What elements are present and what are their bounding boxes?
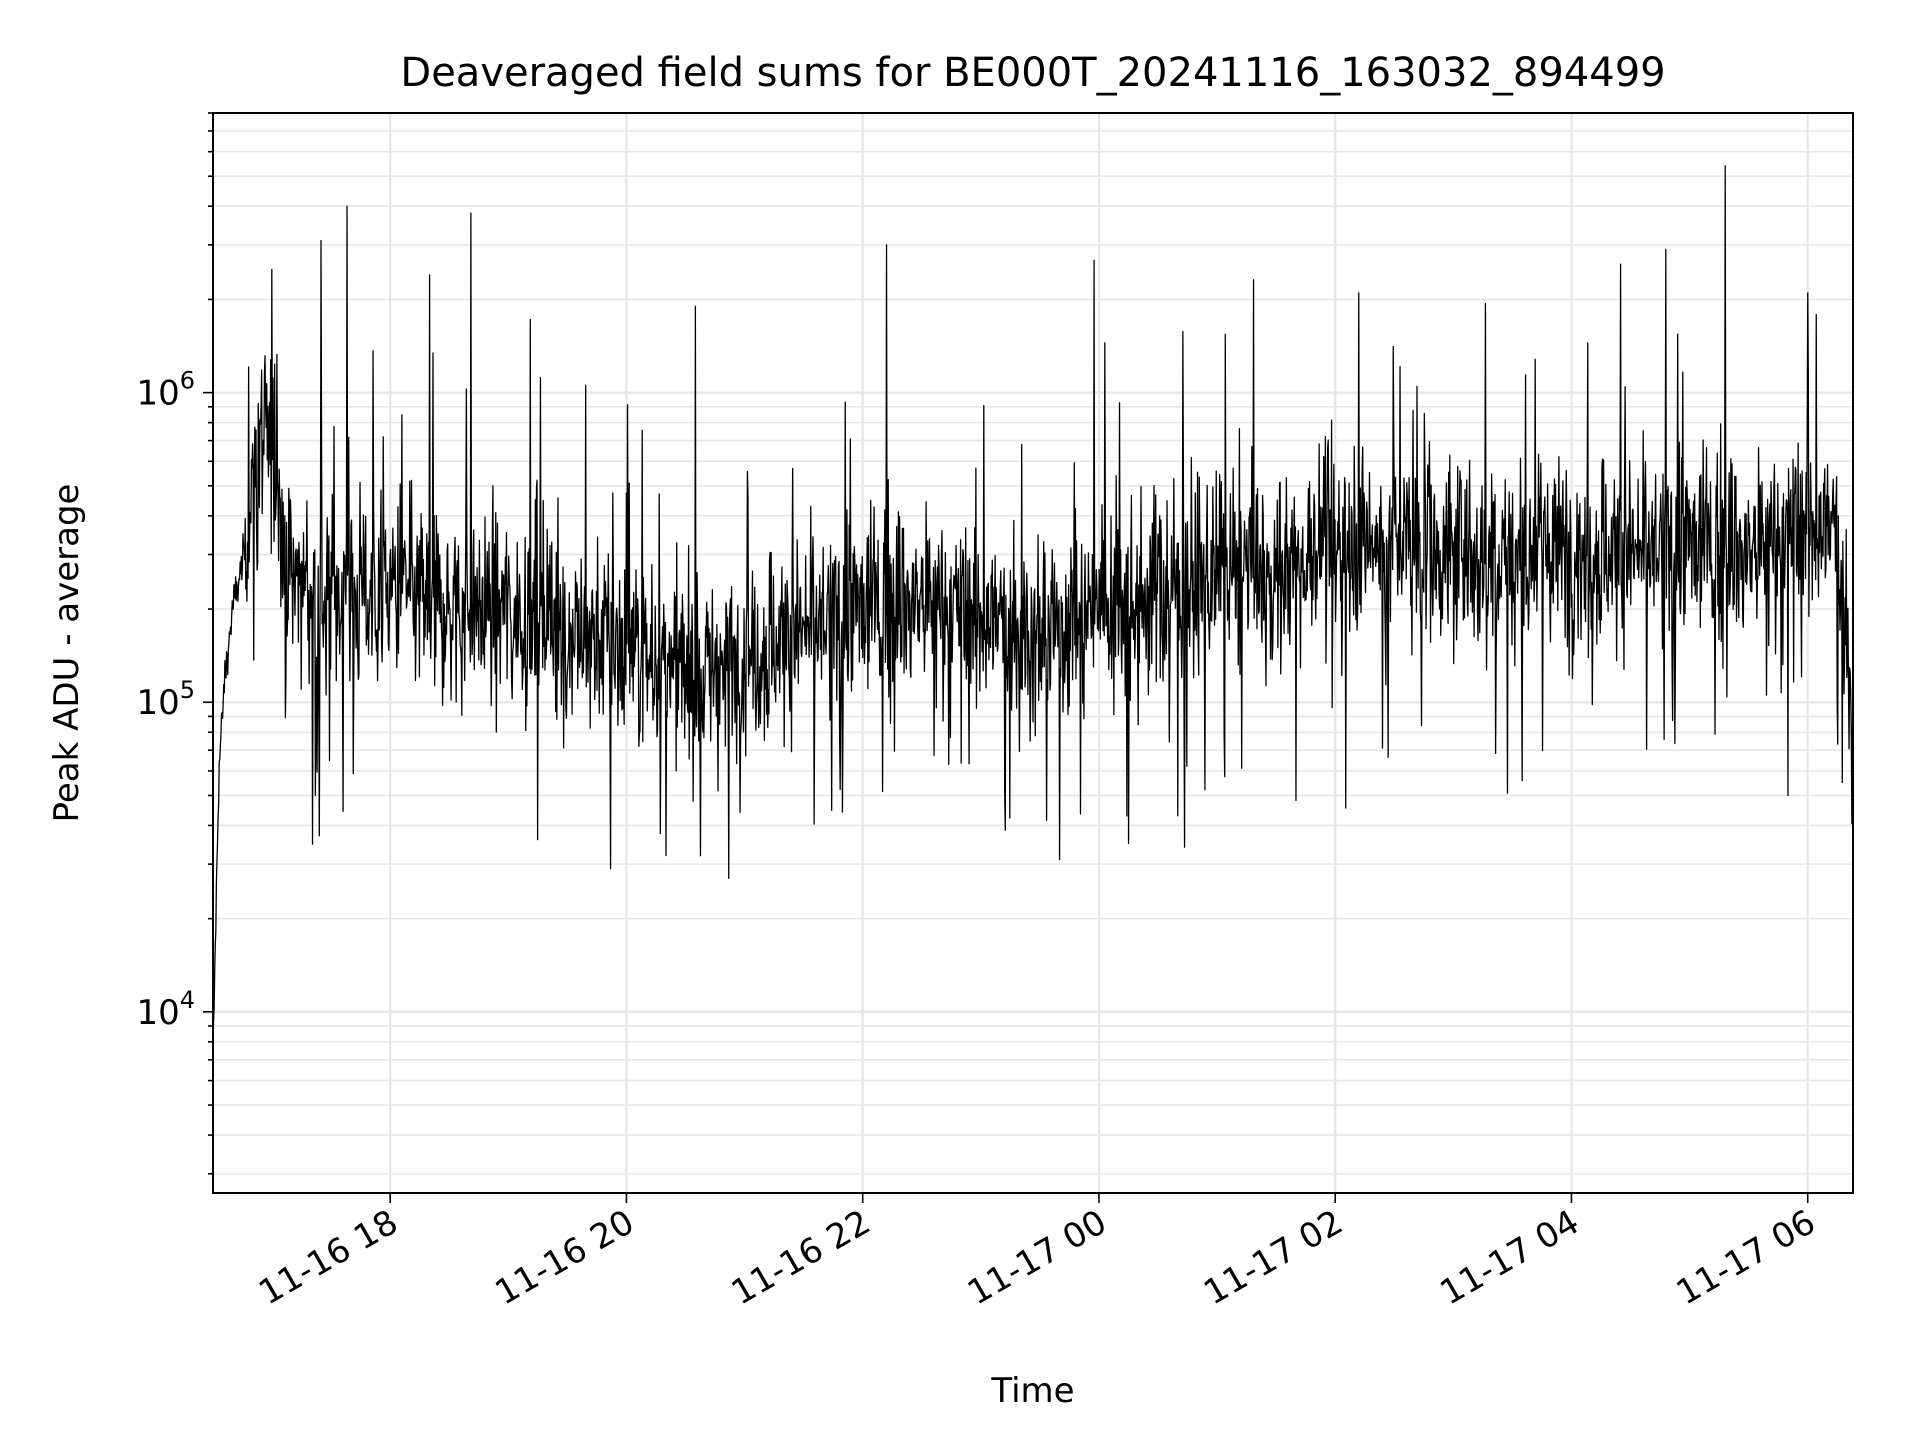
y-tick-label: 104 <box>136 986 195 1033</box>
y-axis-label: Peak ADU - average <box>47 484 87 823</box>
y-tick-label: 105 <box>136 676 195 723</box>
x-tick-label: 11-17 04 <box>1434 1202 1586 1313</box>
y-tick-label-exponent: 5 <box>180 676 195 704</box>
x-tick-label: 11-17 00 <box>961 1202 1113 1313</box>
series-line <box>212 165 1854 1046</box>
grid-lines <box>213 112 1853 1193</box>
x-tick-label: 11-17 06 <box>1670 1202 1822 1313</box>
x-tick-label: 11-16 20 <box>489 1202 641 1313</box>
x-tick-label: 11-17 02 <box>1197 1202 1349 1313</box>
y-tick-label: 106 <box>136 367 195 414</box>
y-tick-label-base: 10 <box>136 683 179 723</box>
y-tick-label-base: 10 <box>136 993 179 1033</box>
y-tick-label-exponent: 4 <box>180 986 195 1014</box>
plot-frame <box>212 112 1854 1194</box>
x-tick-label: 11-16 22 <box>725 1202 877 1313</box>
chart-title: Deaveraged field sums for BE000T_2024111… <box>400 50 1665 96</box>
x-axis-label: Time <box>990 1371 1074 1411</box>
series-lines <box>212 165 1854 1046</box>
y-tick-label-exponent: 6 <box>180 367 195 395</box>
y-tick-label-base: 10 <box>136 374 179 414</box>
x-tick-label: 11-16 18 <box>252 1202 404 1313</box>
